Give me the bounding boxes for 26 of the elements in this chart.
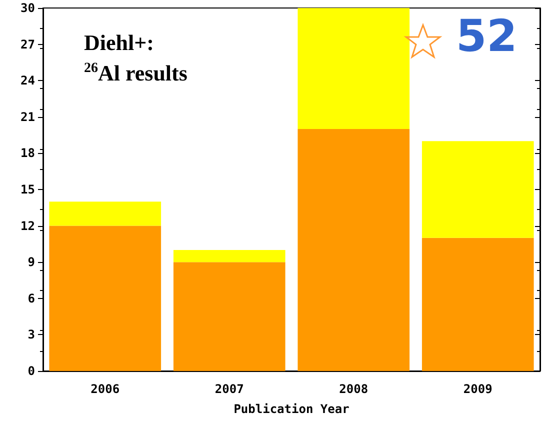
annotation: Diehl+: $^{26}$Al results — [84, 30, 188, 86]
y-tick-label: 12 — [20, 218, 35, 233]
annotation: 52 — [456, 11, 518, 62]
y-tick-label: 21 — [20, 110, 35, 124]
bar — [298, 129, 410, 371]
y-tick-label: 3 — [28, 328, 35, 342]
bar — [298, 8, 410, 129]
x-tick-label: 2009 — [463, 382, 492, 396]
bar — [422, 141, 534, 238]
bar — [173, 262, 286, 371]
y-tick-label: 24 — [20, 74, 35, 88]
bar — [49, 226, 162, 371]
y-tick-label: 9 — [28, 255, 35, 270]
x-tick-label: 2006 — [90, 382, 120, 396]
y-tick-label: 27 — [20, 37, 35, 52]
y-tick-label: 15 — [20, 182, 35, 196]
x-tick-label: 2007 — [214, 382, 244, 396]
y-tick-label: 18 — [20, 146, 35, 160]
bar — [49, 202, 162, 226]
bar — [422, 238, 534, 371]
y-tick-label: 0 — [28, 364, 35, 378]
x-axis-title: Publication Year — [234, 402, 350, 416]
y-tick-label: 6 — [28, 291, 35, 306]
y-tick-label: 30 — [20, 1, 35, 15]
bar — [173, 250, 286, 262]
x-tick-label: 2008 — [339, 382, 368, 396]
